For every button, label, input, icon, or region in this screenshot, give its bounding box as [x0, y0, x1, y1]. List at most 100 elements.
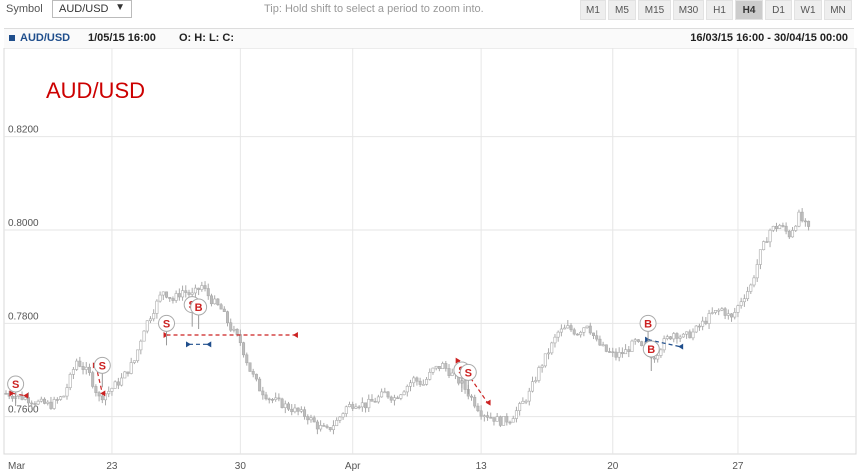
candle-body — [713, 310, 717, 313]
candle-body — [43, 398, 47, 404]
info-ohlc: O: H: L: C: — [179, 32, 234, 44]
candle-body — [768, 229, 772, 243]
candle-body — [261, 390, 265, 396]
buy-signal-label: B — [647, 344, 655, 356]
candle-body — [348, 404, 352, 408]
plot-area — [3, 48, 857, 455]
price-chart[interactable]: 0.7600 0.7800 0.8000 0.8200 Mar 23 30 Apr 13 20 27… — [0, 48, 858, 474]
sell-signal-label: S — [12, 379, 19, 391]
candle-body — [537, 367, 541, 381]
candle-body — [469, 395, 473, 398]
candle-body — [701, 320, 705, 327]
candle-body — [717, 309, 721, 312]
timeframe-w1-button[interactable]: W1 — [794, 0, 822, 20]
candle-body — [91, 372, 95, 387]
candle-body — [620, 352, 624, 355]
y-tick-label: 0.7600 — [8, 405, 39, 416]
candle-body — [229, 322, 233, 331]
candle-body — [794, 225, 798, 231]
candle-body — [627, 349, 631, 352]
candle-body — [26, 397, 30, 404]
candle-body — [270, 399, 274, 401]
candle-body — [267, 398, 271, 401]
candle-body — [662, 338, 666, 351]
info-range: 16/03/15 16:00 - 30/04/15 00:00 — [690, 32, 848, 44]
candle-body — [84, 366, 88, 370]
timeframe-m30-button[interactable]: M30 — [673, 0, 704, 20]
candle-body — [803, 220, 807, 223]
candle-body — [566, 325, 570, 329]
candle-body — [155, 300, 159, 314]
candle-body — [213, 298, 217, 305]
candle-body — [55, 399, 59, 401]
candle-body — [315, 421, 319, 430]
timeframe-m5-button[interactable]: M5 — [608, 0, 636, 20]
timeframe-m1-button[interactable]: M1 — [580, 0, 606, 20]
symbol-select[interactable]: AUD/USD ▼ — [52, 0, 132, 18]
candle-body — [444, 363, 448, 369]
candle-body — [730, 313, 734, 318]
candle-body — [139, 340, 143, 351]
trade-open-marker — [9, 390, 15, 397]
candle-body — [319, 425, 323, 430]
candle-body — [556, 331, 560, 338]
candle-body — [563, 327, 567, 330]
candle-body — [742, 298, 746, 303]
candle-body — [431, 367, 435, 373]
candle-body — [482, 415, 486, 417]
candle-body — [258, 378, 262, 392]
candle-body — [107, 391, 111, 395]
x-tick-label: 30 — [235, 461, 247, 472]
timeframe-d1-button[interactable]: D1 — [765, 0, 792, 20]
candle-body — [437, 365, 441, 370]
candle-body — [778, 225, 782, 229]
candle-body — [142, 330, 146, 342]
candle-body — [656, 355, 660, 360]
candle-body — [630, 340, 634, 352]
candle-body — [720, 308, 724, 311]
info-symbol: AUD/USD — [20, 32, 71, 44]
toolbar: Symbol AUD/USD ▼ Tip: Hold shift to sele… — [0, 0, 858, 24]
candle-body — [746, 291, 750, 300]
candle-body — [559, 328, 563, 333]
candle-body — [608, 351, 612, 353]
candle-body — [380, 391, 384, 398]
info-datetime: 1/05/15 16:00 — [88, 32, 156, 44]
candle-body — [232, 328, 236, 331]
timeframe-h1-button[interactable]: H1 — [706, 0, 733, 20]
info-bar: AUD/USD 1/05/15 16:00 O: H: L: C: 16/03/… — [4, 28, 854, 49]
candle-body — [486, 415, 490, 418]
candle-body — [376, 396, 380, 403]
candle-body — [598, 338, 602, 346]
candle-body — [636, 339, 640, 342]
candle-body — [418, 380, 422, 385]
candle-body — [110, 388, 114, 392]
candle-body — [296, 407, 300, 412]
candle-body — [136, 349, 140, 362]
candle-body — [591, 332, 595, 336]
candle-body — [197, 287, 201, 290]
trade-close-marker — [206, 341, 212, 348]
timeframe-m15-button[interactable]: M15 — [638, 0, 671, 20]
series-square-icon — [9, 35, 15, 41]
candle-body — [595, 335, 599, 340]
candle-body — [392, 397, 396, 401]
candle-body — [100, 395, 104, 401]
candle-body — [685, 331, 689, 335]
candle-body — [168, 296, 172, 299]
candle-body — [386, 391, 390, 398]
timeframe-h4-button[interactable]: H4 — [735, 0, 763, 20]
candle-body — [116, 381, 120, 386]
candle-body — [421, 384, 425, 386]
candle-body — [511, 418, 515, 423]
candle-body — [688, 331, 692, 339]
candle-body — [299, 409, 303, 412]
candle-body — [206, 288, 210, 297]
candle-body — [30, 402, 34, 405]
candle-body — [441, 363, 445, 370]
candle-body — [707, 313, 711, 324]
candle-body — [543, 353, 547, 367]
timeframe-mn-button[interactable]: MN — [824, 0, 852, 20]
sell-signal-label: S — [465, 367, 472, 379]
signal-bubble — [639, 314, 657, 332]
